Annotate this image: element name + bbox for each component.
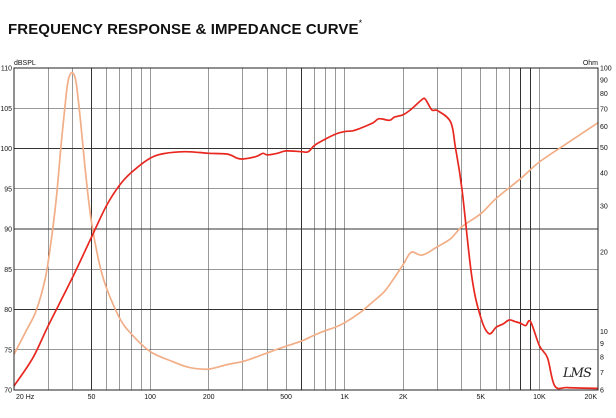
chart-series xyxy=(13,71,599,390)
y-tick-label-right: 80 xyxy=(600,91,608,98)
y-tick-label-right: 7 xyxy=(600,370,604,377)
y-tick-label-right: 6 xyxy=(600,388,604,395)
x-tick-label: 200 xyxy=(203,394,215,401)
plot-frame xyxy=(13,67,599,391)
y-tick-label-left: 105 xyxy=(0,106,12,113)
y-tick-label-right: 20 xyxy=(600,250,608,257)
x-tick-label: 5K xyxy=(477,394,486,401)
y-axis-label-right: Ohm xyxy=(583,60,598,67)
x-tick-label: 50 xyxy=(88,394,96,401)
x-tick-label: 500 xyxy=(280,394,292,401)
x-tick-label: 1K xyxy=(340,394,349,401)
y-tick-label-left: 90 xyxy=(4,227,12,234)
y-tick-label-left: 70 xyxy=(4,388,12,395)
y-tick-label-left: 95 xyxy=(4,186,12,193)
y-tick-label-right: 70 xyxy=(600,106,608,113)
y-tick-label-right: 30 xyxy=(600,203,608,210)
impedance-curve xyxy=(13,71,599,371)
title-footnote-mark: * xyxy=(358,18,363,28)
y-tick-label-right: 100 xyxy=(600,66,612,73)
y-tick-label-right: 9 xyxy=(600,341,604,348)
y-tick-label-right: 10 xyxy=(600,329,608,336)
x-tick-label: 2K xyxy=(399,394,408,401)
y-tick-label-left: 100 xyxy=(0,146,12,153)
chart-grid xyxy=(14,68,598,390)
x-tick-label: 100 xyxy=(144,394,156,401)
y-tick-label-right: 90 xyxy=(600,78,608,85)
y-axis-label-left: dBSPL xyxy=(14,60,36,67)
axis-labels: 20 Hz 50 100 200 500 1K 2K 5K 10K 20K707580859095… xyxy=(0,66,611,402)
y-tick-label-right: 50 xyxy=(600,145,608,152)
lms-logo: LMS xyxy=(563,366,592,381)
x-tick-label: 20 Hz xyxy=(16,394,35,401)
chart-title: FREQUENCY RESPONSE & IMPEDANCE CURVE* xyxy=(8,18,363,38)
x-tick-label: 10K xyxy=(533,394,546,401)
y-tick-label-left: 80 xyxy=(4,307,12,314)
spl-curve xyxy=(13,97,599,390)
y-tick-label-left: 85 xyxy=(4,267,12,274)
y-tick-label-left: 75 xyxy=(4,347,12,354)
y-tick-label-left: 110 xyxy=(1,66,12,73)
x-tick-label: 20K xyxy=(585,394,598,401)
y-tick-label-right: 8 xyxy=(600,355,604,362)
y-tick-label-right: 60 xyxy=(600,124,608,131)
y-tick-label-right: 40 xyxy=(600,170,608,177)
